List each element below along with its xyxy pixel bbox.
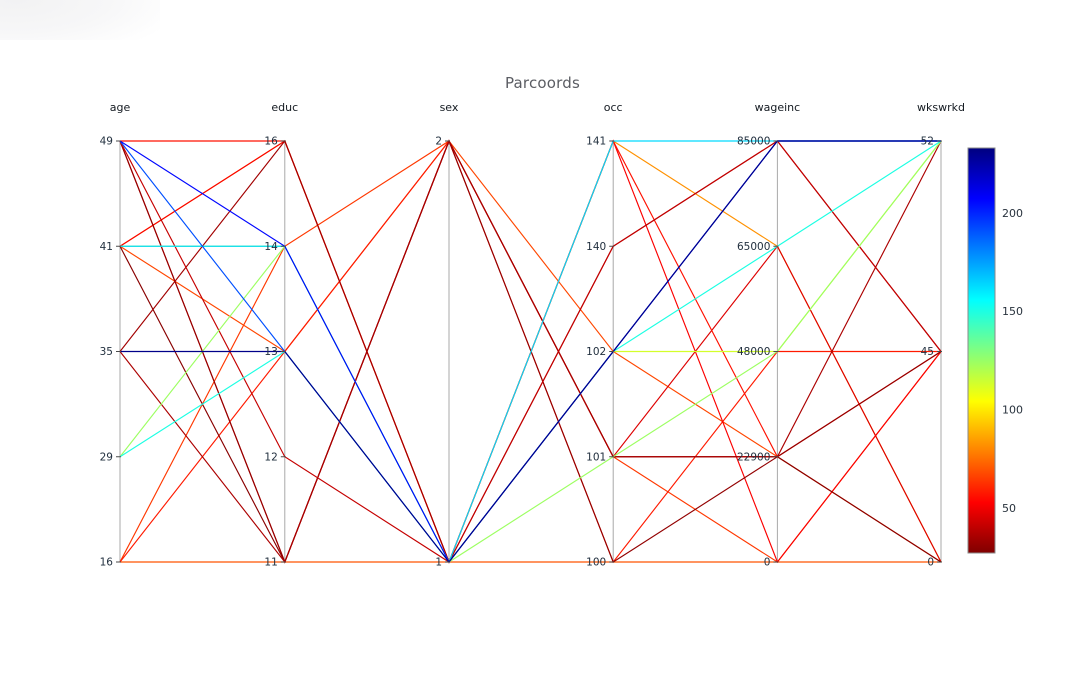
axis-title-age: age	[110, 101, 131, 114]
corner-shade	[0, 0, 160, 40]
parcoords-line	[119, 140, 942, 563]
tick-label-wageinc: 85000	[737, 136, 770, 148]
tick-label-wageinc: 48000	[737, 346, 770, 358]
tick-label-occ: 101	[586, 451, 606, 463]
axis-title-wageinc: wageinc	[755, 101, 801, 114]
colorbar-tick-label: 100	[1002, 403, 1023, 416]
chart-title: Parcoords	[504, 74, 581, 92]
tick-label-wkswrkd: 0	[927, 557, 934, 569]
tick-label-occ: 102	[586, 346, 606, 358]
tick-label-age: 49	[100, 136, 113, 148]
parcoords-line	[120, 140, 941, 563]
tick-label-wageinc: 65000	[737, 241, 770, 253]
tick-label-educ: 14	[264, 241, 278, 253]
axis-title-wkswrkd: wkswrkd	[917, 101, 965, 114]
tick-label-sex: 1	[435, 557, 442, 569]
axis-title-sex: sex	[440, 101, 459, 114]
tick-label-age: 16	[100, 557, 114, 569]
tick-label-occ: 100	[586, 557, 606, 569]
tick-label-educ: 12	[264, 451, 277, 463]
parcoords-line	[119, 139, 942, 564]
tick-label-age: 41	[100, 241, 113, 253]
axis-title-educ: educ	[271, 101, 298, 114]
colorbar-tick-label: 200	[1002, 207, 1023, 220]
tick-label-wkswrkd: 52	[921, 136, 934, 148]
colorbar-tick-label: 50	[1002, 502, 1016, 515]
parcoords-line	[119, 140, 942, 563]
tick-label-wageinc: 0	[764, 557, 771, 569]
colorbar-tick-label: 150	[1002, 305, 1023, 318]
axis-title-occ: occ	[604, 101, 623, 114]
tick-label-age: 35	[100, 346, 113, 358]
tick-label-wkswrkd: 45	[921, 346, 934, 358]
tick-label-educ: 16	[264, 136, 278, 148]
tick-label-age: 29	[100, 451, 113, 463]
tick-label-educ: 13	[264, 346, 277, 358]
tick-label-sex: 2	[435, 136, 442, 148]
tick-label-occ: 140	[586, 241, 606, 253]
tick-label-wageinc: 22900	[737, 451, 770, 463]
colorbar	[967, 147, 996, 554]
tick-label-educ: 11	[264, 557, 277, 569]
tick-label-occ: 141	[586, 136, 606, 148]
